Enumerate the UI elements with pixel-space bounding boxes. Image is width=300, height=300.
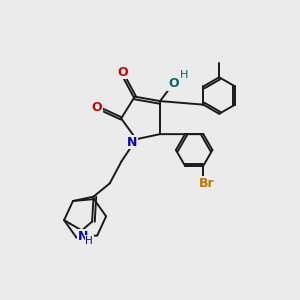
Text: H: H (179, 70, 188, 80)
Text: O: O (118, 66, 128, 79)
Text: H: H (85, 236, 93, 246)
Text: O: O (92, 101, 102, 114)
Text: N: N (78, 230, 88, 243)
Text: O: O (168, 77, 178, 90)
Text: Br: Br (198, 177, 214, 190)
Text: N: N (127, 136, 137, 148)
